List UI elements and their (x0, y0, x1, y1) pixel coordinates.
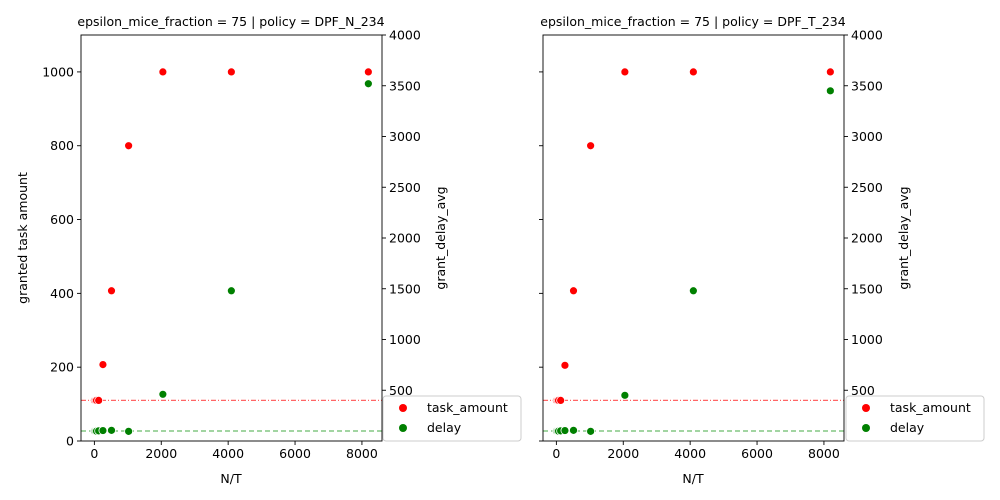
task-amount-point (586, 141, 596, 151)
legend: task_amount delay (382, 395, 522, 442)
delay-point (158, 389, 168, 399)
y2-tick-label: 500 (389, 383, 413, 398)
x-tick-label: 2000 (145, 446, 177, 461)
legend-frame (382, 395, 522, 442)
y-axis-label: granted task amount (15, 172, 30, 304)
task-amount-point (569, 286, 578, 296)
y2-tick-label: 1000 (851, 332, 883, 347)
legend-label-task: task_amount (890, 400, 971, 415)
x-axis-label: N/T (220, 471, 242, 486)
delay-point (569, 425, 578, 435)
y-tick-label: 400 (50, 286, 74, 301)
delay-point (226, 286, 236, 296)
task-amount-point (124, 141, 134, 151)
y2-tick-label: 2500 (851, 180, 883, 195)
delay-point (363, 79, 373, 89)
task-amount-point (158, 67, 168, 77)
legend-frame (845, 395, 985, 442)
axes-frame (80, 34, 383, 442)
y2-tick-label: 1000 (389, 332, 421, 347)
x-tick-label: 4000 (674, 446, 706, 461)
x-tick-label: 4000 (212, 446, 244, 461)
y2-tick-label: 2000 (851, 231, 883, 246)
task-amount-point (363, 67, 373, 77)
panel-title: epsilon_mice_fraction = 75 | policy = DP… (77, 14, 384, 29)
x-tick-label: 6000 (279, 446, 311, 461)
legend-marker-delay (399, 424, 407, 432)
legend-label-task: task_amount (427, 400, 508, 415)
task-amount-point (226, 67, 236, 77)
y2-tick-label: 3000 (851, 129, 883, 144)
x-tick-label: 0 (90, 446, 98, 461)
y2-axis-label: grant_delay_avg (433, 186, 448, 289)
legend-marker-task (399, 404, 407, 412)
y-tick-label: 600 (50, 212, 74, 227)
y2-tick-label: 3500 (389, 78, 421, 93)
delay-point (688, 286, 698, 296)
delay-point (825, 86, 835, 96)
task-amount-point (98, 360, 108, 369)
x-axis-label: N/T (682, 471, 704, 486)
x-tick-label: 0 (552, 446, 560, 461)
delay-point (107, 425, 116, 435)
task-amount-point (688, 67, 698, 77)
subplot-dpf-n: epsilon_mice_fraction = 75 | policy = DP… (15, 14, 448, 486)
y2-tick-label: 3500 (851, 78, 883, 93)
plot-area: 0 2000 4000 6000 8000 500 1000 1500 2000 2500 3000… (539, 28, 883, 461)
task-amount-point (107, 286, 116, 296)
x-tick-label: 8000 (808, 446, 840, 461)
y2-tick-label: 1500 (389, 281, 421, 296)
task-amount-point (94, 395, 104, 405)
delay-point (586, 426, 596, 436)
x-tick-label: 2000 (607, 446, 639, 461)
y2-axis-label: grant_delay_avg (896, 186, 911, 289)
panel-title: epsilon_mice_fraction = 75 | policy = DP… (540, 14, 845, 29)
legend-label-delay: delay (890, 420, 925, 435)
y2-tick-label: 1500 (851, 281, 883, 296)
task-amount-point (556, 395, 566, 405)
legend-marker-delay (862, 424, 870, 432)
x-tick-label: 8000 (346, 446, 378, 461)
delay-point (620, 390, 630, 400)
y2-tick-label: 3000 (389, 129, 421, 144)
plot-area: 0 2000 4000 6000 8000 0 200 400 600 800 1000 500 100… (42, 28, 421, 462)
y-tick-label: 1000 (42, 64, 74, 79)
y2-tick-label: 2000 (389, 231, 421, 246)
legend: task_amount delay (845, 395, 985, 442)
legend-label-delay: delay (427, 420, 462, 435)
delay-point (98, 426, 108, 435)
y-tick-label: 200 (50, 360, 74, 375)
delay-point (124, 426, 134, 436)
y2-tick-label: 4000 (389, 28, 421, 43)
y2-tick-label: 500 (851, 383, 875, 398)
task-amount-point (825, 67, 835, 77)
y2-tick-label: 2500 (389, 180, 421, 195)
task-amount-point (560, 360, 570, 370)
y2-tick-label: 4000 (851, 28, 883, 43)
x-tick-label: 6000 (741, 446, 773, 461)
delay-point (560, 426, 570, 435)
y-tick-label: 0 (66, 434, 74, 449)
y-tick-label: 800 (50, 138, 74, 153)
axes-frame (542, 34, 845, 442)
task-amount-point (620, 67, 630, 77)
legend-marker-task (862, 404, 870, 412)
subplot-dpf-t: epsilon_mice_fraction = 75 | policy = DP… (539, 14, 911, 486)
